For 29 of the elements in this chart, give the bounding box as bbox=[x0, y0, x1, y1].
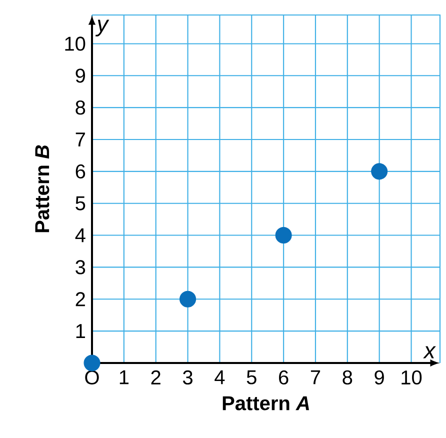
x-tick-label: 5 bbox=[246, 370, 256, 384]
y-tick-label: 2 bbox=[76, 292, 85, 306]
x-tick-label: 10 bbox=[402, 370, 422, 385]
y-tick-label: 10 bbox=[65, 36, 86, 51]
x-tick-label: 1 bbox=[120, 370, 129, 384]
y-tick-label: 4 bbox=[75, 228, 86, 242]
x-tick-label: 4 bbox=[214, 370, 225, 384]
point bbox=[275, 227, 292, 244]
x-axis-title: Pattern A bbox=[222, 396, 309, 410]
y-tick-label: 7 bbox=[76, 132, 85, 146]
annotation: y bbox=[95, 20, 110, 36]
x-tick-label: 2 bbox=[151, 370, 160, 384]
x-tick-label: 9 bbox=[374, 370, 384, 385]
y-tick-label: 1 bbox=[76, 324, 85, 338]
x-tick-label: 6 bbox=[279, 370, 288, 385]
point bbox=[180, 290, 196, 308]
x-tick-label: O bbox=[85, 370, 99, 385]
y-axis-title: Pattern B bbox=[35, 145, 50, 232]
x-tick-label: 8 bbox=[342, 370, 352, 385]
y-tick-label: 5 bbox=[76, 196, 86, 210]
x-tick-label: 7 bbox=[310, 370, 320, 384]
y-tick-label: 3 bbox=[76, 260, 86, 274]
x-tick-label: 3 bbox=[182, 370, 192, 385]
y-tick-label: 9 bbox=[76, 68, 85, 83]
y-tick-label: 6 bbox=[76, 164, 86, 178]
annotation: x bbox=[423, 346, 436, 358]
point bbox=[84, 354, 100, 372]
y-tick-label: 8 bbox=[76, 100, 86, 115]
point bbox=[371, 163, 388, 180]
